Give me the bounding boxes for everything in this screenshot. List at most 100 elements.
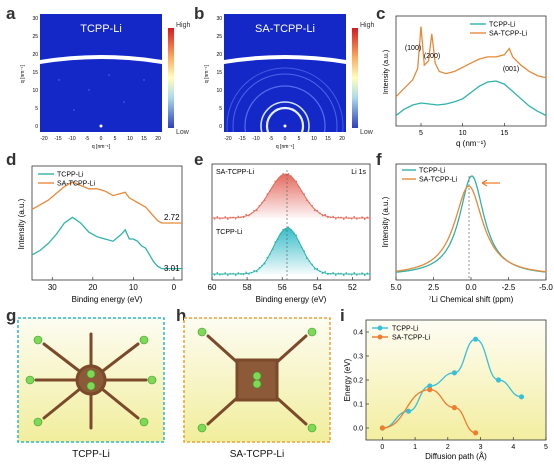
data-point — [327, 216, 329, 219]
y-tick-label: 0.3 — [353, 354, 363, 361]
x-tick: -20 — [40, 136, 47, 142]
data-point — [287, 173, 290, 175]
molecule-structure — [206, 334, 308, 426]
legend-sa: SA-TCPP-Li — [419, 177, 458, 184]
data-point — [332, 272, 334, 274]
giwaxs-b-xticks: -20 -15 -10 -5 0 5 10 15 20 — [224, 136, 345, 142]
data-point — [266, 256, 269, 259]
data-point — [256, 270, 258, 273]
data-point — [303, 250, 305, 252]
y-tick: 20 — [32, 52, 38, 58]
y-tick: 15 — [216, 70, 222, 76]
data-point — [227, 218, 229, 220]
data-point — [321, 214, 324, 217]
data-point — [451, 370, 457, 376]
giwaxs-image — [40, 14, 162, 132]
data-point — [295, 234, 298, 237]
data-point — [308, 260, 311, 262]
data-point — [292, 179, 295, 181]
data-point — [269, 190, 271, 192]
chart-d: 30 20 10 0 2.72 3.01 Intensity (a.u.) Bindi… — [17, 165, 183, 304]
data-point — [319, 270, 321, 273]
y-axis-label: Intensity (a.u.) — [383, 50, 390, 94]
x-axis-label: ⁷Li Chemical shift (ppm) — [429, 295, 514, 304]
x-tick-label: 15 — [500, 130, 508, 137]
beam-center — [99, 124, 103, 128]
x-tick: 15 — [325, 136, 331, 142]
data-point — [361, 216, 363, 218]
data-point — [369, 272, 371, 275]
data-point — [279, 232, 282, 235]
data-point — [258, 204, 261, 207]
x-tick-label: 0.0 — [465, 283, 477, 292]
data-point — [363, 274, 366, 276]
giwaxs-panel-b: SA-TCPP-Li High Low q [nm⁻¹] q [nm⁻¹] -2… — [204, 14, 375, 150]
x-tick: -10 — [68, 136, 75, 142]
data-point — [427, 383, 433, 389]
x-tick-label: 0 — [172, 283, 177, 292]
data-point — [337, 216, 340, 219]
data-point — [311, 263, 313, 266]
legend-tcpp: TCPP-Li — [57, 172, 84, 179]
y-tick: 20 — [216, 52, 222, 58]
giwaxs-b-xlabel: q [nm⁻¹] — [276, 144, 295, 150]
data-point — [342, 274, 345, 276]
x-axis-label: Binding energy (eV) — [72, 295, 143, 304]
series-label-tcpp: TCPP-Li — [216, 229, 243, 236]
data-point — [256, 209, 258, 212]
beamstop-gap — [224, 55, 346, 64]
data-point — [245, 271, 247, 274]
x-tick: 5 — [114, 136, 117, 142]
data-point — [340, 216, 342, 219]
axis-ticks: 0 1 2 3 4 5 0.0 0.1 0.2 0.3 0.4 — [353, 330, 548, 452]
x-tick-label: 54 — [313, 283, 322, 292]
data-point — [271, 248, 274, 251]
data-point — [232, 216, 234, 219]
data-point — [282, 173, 284, 175]
data-point — [306, 199, 308, 202]
data-point — [253, 269, 255, 272]
data-point — [379, 425, 385, 431]
data-point — [335, 218, 337, 220]
x-tick-label: 5.0 — [390, 283, 402, 292]
panel-label-b: b — [194, 4, 205, 23]
data-point — [234, 218, 237, 220]
series-group — [211, 173, 371, 276]
x-tick-label: 4 — [511, 444, 515, 451]
annotation-001: (001) — [503, 66, 519, 73]
data-point — [329, 273, 332, 275]
data-point — [518, 394, 525, 400]
x-tick: -5 — [269, 136, 274, 142]
y-tick: 5 — [219, 106, 222, 112]
series-group — [395, 175, 547, 273]
legend-sa: SA-TCPP-Li — [57, 181, 96, 188]
data-point — [224, 216, 226, 218]
x-tick-label: 52 — [348, 283, 357, 292]
data-point — [263, 262, 266, 265]
data-point — [405, 408, 412, 414]
x-tick: 10 — [311, 136, 317, 142]
data-point — [274, 180, 276, 183]
data-point — [242, 273, 245, 276]
y-tick-label: 0.1 — [353, 402, 363, 409]
y-tick: 30 — [216, 16, 222, 22]
data-point — [324, 271, 326, 273]
annotation-301: 3.01 — [164, 264, 180, 273]
series-fill-tcpp-li — [212, 228, 370, 274]
giwaxs-b-yticks: 30 25 20 15 10 5 0 — [216, 16, 222, 130]
annotation-100: (100) — [405, 45, 421, 52]
giwaxs-a-title: TCPP-Li — [80, 23, 122, 35]
data-point — [495, 377, 502, 383]
data-point — [308, 201, 311, 204]
data-point — [324, 213, 326, 216]
y-tick: 0 — [219, 124, 222, 130]
data-point — [300, 246, 303, 249]
x-ticks: 5 10 15 — [419, 123, 508, 137]
data-point — [348, 273, 350, 276]
y-axis-label: Intensity (a.u.) — [381, 196, 390, 247]
chart-i: 0 1 2 3 4 5 0.0 0.1 0.2 0.3 0.4 Energy (eV) Diffus… — [343, 319, 548, 461]
panel-label-g: g — [6, 306, 17, 325]
data-point — [277, 179, 279, 181]
data-point — [219, 273, 221, 276]
x-ticks: 5.0 2.5 0.0 -2.5 -5.0 — [390, 277, 553, 292]
